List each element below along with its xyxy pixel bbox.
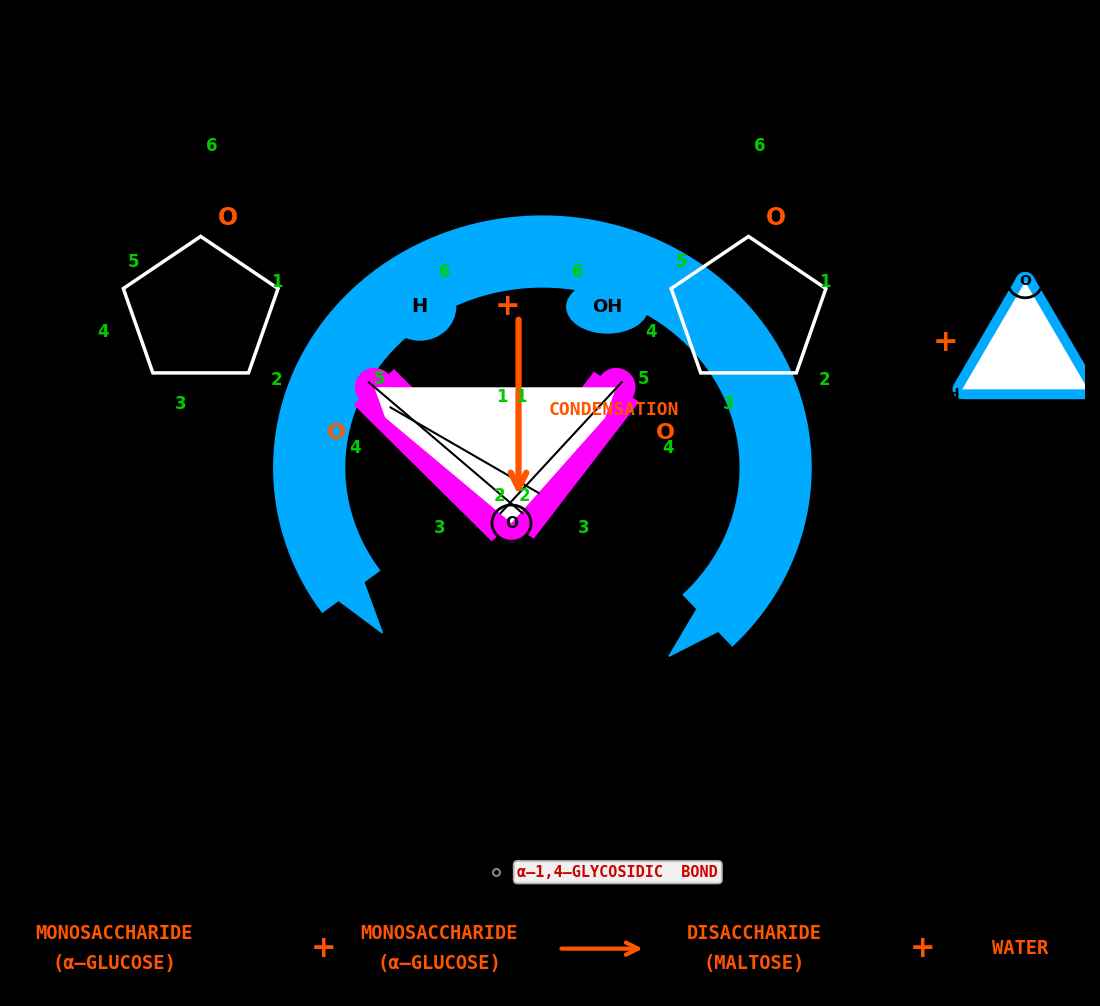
Text: 3: 3: [578, 519, 590, 537]
Text: 4: 4: [645, 323, 657, 341]
Text: (α–GLUCOSE): (α–GLUCOSE): [52, 955, 176, 973]
Text: H: H: [1091, 387, 1100, 401]
Text: 6: 6: [439, 263, 451, 281]
Text: H: H: [411, 298, 428, 316]
Text: WATER: WATER: [991, 940, 1048, 958]
Text: DISACCHARIDE: DISACCHARIDE: [686, 925, 822, 943]
Text: 5: 5: [675, 253, 688, 271]
Text: O: O: [218, 206, 238, 230]
Polygon shape: [310, 551, 383, 633]
Text: MONOSACCHARIDE: MONOSACCHARIDE: [361, 925, 518, 943]
Text: 3: 3: [175, 395, 187, 413]
Text: 4: 4: [349, 439, 361, 457]
Text: 5: 5: [128, 253, 140, 271]
Polygon shape: [490, 372, 638, 538]
Text: α–1,4–GLYCOSIDIC  BOND: α–1,4–GLYCOSIDIC BOND: [517, 865, 718, 879]
Text: O: O: [505, 516, 518, 530]
Text: 6: 6: [754, 137, 766, 155]
Text: 6: 6: [206, 137, 218, 155]
Polygon shape: [374, 387, 616, 523]
Polygon shape: [669, 580, 750, 656]
Circle shape: [384, 274, 455, 340]
Text: O: O: [766, 206, 785, 230]
Text: 4: 4: [97, 323, 109, 341]
Text: (α–GLUCOSE): (α–GLUCOSE): [377, 955, 502, 973]
Text: 1: 1: [818, 273, 830, 291]
Text: 2: 2: [518, 487, 530, 505]
Text: O: O: [327, 423, 345, 443]
Text: +: +: [495, 293, 520, 321]
Polygon shape: [354, 370, 531, 540]
Text: +: +: [310, 935, 337, 963]
Text: OH: OH: [593, 298, 623, 316]
Ellipse shape: [566, 281, 648, 333]
Text: O: O: [656, 423, 674, 443]
Text: 1: 1: [496, 388, 508, 406]
Text: MONOSACCHARIDE: MONOSACCHARIDE: [35, 925, 192, 943]
Text: 2: 2: [271, 371, 283, 389]
Text: +: +: [933, 328, 959, 356]
Text: 5: 5: [374, 370, 385, 388]
Polygon shape: [381, 387, 609, 493]
Text: 3: 3: [433, 519, 446, 537]
Text: 1: 1: [271, 273, 283, 291]
Text: 3: 3: [723, 395, 735, 413]
Text: +: +: [910, 935, 935, 963]
Text: 4: 4: [662, 439, 674, 457]
Text: 6: 6: [572, 263, 584, 281]
Text: (MALTOSE): (MALTOSE): [703, 955, 804, 973]
Text: O: O: [1020, 274, 1031, 288]
Text: 1: 1: [515, 388, 527, 406]
Text: CONDENSATION: CONDENSATION: [549, 401, 680, 420]
Text: 5: 5: [638, 370, 649, 388]
Polygon shape: [962, 282, 1088, 389]
Text: H: H: [948, 387, 959, 401]
Text: 2: 2: [493, 487, 505, 505]
Text: 2: 2: [818, 371, 830, 389]
